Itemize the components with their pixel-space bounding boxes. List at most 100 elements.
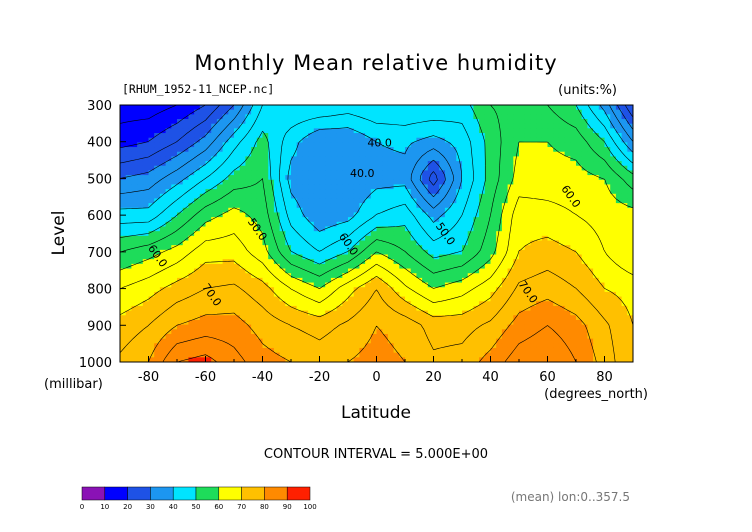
field-cell [587,212,594,218]
field-cell [188,310,195,316]
field-cell [302,240,309,246]
field-cell [171,333,178,340]
field-cell [473,193,480,200]
field-cell [393,123,400,129]
field-cell [336,259,343,265]
field-cell [370,273,378,279]
field-cell [576,268,583,274]
field-cell [325,282,332,288]
field-cell [610,133,617,139]
field-cell [456,343,463,349]
field-cell [199,165,207,172]
field-cell [285,217,292,223]
field-cell [171,123,178,129]
field-cell [541,212,549,218]
field-cell [598,128,606,134]
field-cell [313,273,321,279]
field-cell [536,235,543,242]
field-cell [456,184,463,190]
field-cell [165,343,172,349]
field-cell [142,105,150,111]
field-cell [450,128,457,134]
field-cell [120,193,127,200]
field-cell [325,114,332,120]
field-cell [536,315,543,321]
field-cell [211,221,218,228]
field-cell [479,133,486,139]
field-cell [558,137,566,143]
field-cell [610,207,617,214]
field-cell [427,133,435,139]
field-cell [387,277,395,284]
field-cell [558,128,566,134]
field-cell [148,231,155,237]
field-cell [273,105,281,111]
file-label: [RHUM_1952-11_NCEP.nc] [122,82,274,96]
field-cell [262,254,269,260]
field-cell [268,291,275,298]
field-cell [296,217,303,223]
field-cell [319,203,326,209]
field-cell [587,226,594,232]
field-cell [427,273,435,279]
field-cell [137,133,144,139]
field-cell [587,282,594,288]
field-cell [387,324,395,330]
field-cell [576,324,583,330]
field-cell [171,310,178,316]
field-cell [410,333,417,340]
field-cell [553,217,560,223]
field-cell [308,165,315,172]
field-cell [593,319,600,326]
contour-line-70 [120,236,633,330]
field-cell [182,198,189,204]
field-cell [251,109,258,115]
field-cell [593,240,600,246]
field-cell [171,170,178,176]
field-cell [490,123,497,129]
field-cell [165,319,172,326]
field-cell [490,231,497,237]
field-cell [587,296,594,302]
field-cell [216,207,224,214]
field-cell [177,319,184,326]
field-cell [467,212,474,218]
field-cell [125,343,132,349]
field-cell [199,235,207,242]
field-cell [524,282,531,288]
field-cell [353,301,360,307]
field-cell [615,282,623,288]
field-cell [182,268,189,274]
field-cell [604,282,611,288]
field-cell [285,245,292,251]
field-cell [604,245,611,251]
field-cell [353,165,360,172]
field-cell [513,114,520,120]
field-cell [131,109,138,115]
field-cell [576,151,583,157]
field-cell [507,333,514,340]
field-cell [353,249,360,256]
field-cell [462,137,469,143]
field-cell [393,142,400,148]
field-cell [171,221,178,228]
field-cell [564,184,571,190]
field-cell [234,301,241,307]
field-cell [268,119,275,125]
field-cell [171,226,178,232]
field-cell [325,305,332,312]
field-cell [399,105,406,111]
field-cell [228,273,235,279]
field-cell [553,184,560,190]
field-cell [462,161,469,167]
field-cell [524,133,531,139]
field-cell [439,198,446,204]
field-cell [439,221,446,228]
field-cell [536,240,543,246]
field-cell [490,198,497,204]
contour-line-15 [120,105,178,124]
field-cell [211,333,218,340]
field-cell [228,147,235,153]
field-cell [154,310,161,316]
field-cell [382,324,389,330]
